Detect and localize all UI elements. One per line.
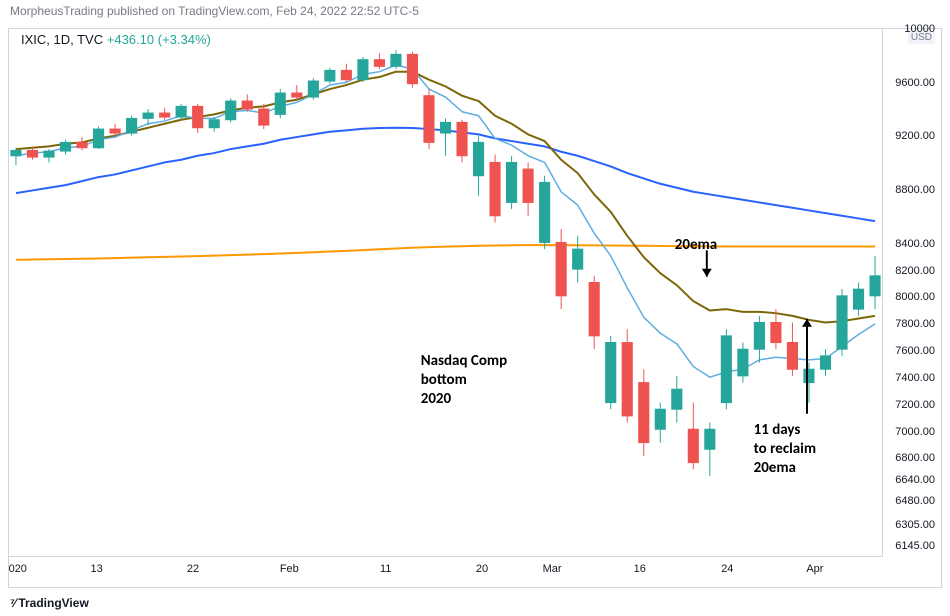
chart-plot-area[interactable]: Nasdaq Comp bottom 2020 11 days to reclai… [9, 29, 883, 557]
ticker: IXIC, 1D, TVC [21, 32, 103, 47]
y-axis-label: 10000 [904, 23, 935, 35]
y-axis-label: 8200.00 [895, 265, 935, 277]
change-pct: (+3.34%) [158, 32, 211, 47]
y-axis-label: 7600.00 [895, 345, 935, 357]
publish-header: MorpheusTrading published on TradingView… [0, 0, 950, 22]
x-axis-label: 22 [187, 563, 199, 575]
y-axis-label: 7200.00 [895, 399, 935, 411]
x-axis-label: 24 [721, 563, 733, 575]
x-axis-label: Feb [280, 563, 299, 575]
change-value: +436.10 [107, 32, 154, 47]
y-axis-label: 6640.00 [895, 474, 935, 486]
x-axis-label: 20 [476, 563, 488, 575]
chart-annotation: 11 days to reclaim 20ema [754, 421, 816, 477]
y-axis-label: 7400.00 [895, 372, 935, 384]
symbol-info: IXIC, 1D, TVC +436.10 (+3.34%) [11, 32, 221, 51]
x-axis-label: 13 [90, 563, 102, 575]
x-axis-label: Mar [543, 563, 562, 575]
y-axis: USD 100009600.009200.008800.008400.00820… [883, 29, 941, 557]
publish-text: MorpheusTrading published on TradingView… [10, 4, 419, 18]
chart-svg [9, 29, 882, 556]
x-axis-label: 11 [380, 563, 391, 575]
y-axis-label: 6305.00 [895, 519, 935, 531]
tradingview-icon: ⁷⁄ [10, 596, 15, 610]
y-axis-label: 8400.00 [895, 238, 935, 250]
y-axis-label: 9600.00 [895, 77, 935, 89]
x-axis: 020 13 22 Feb 11 20 Mar 16 24 Apr [9, 557, 883, 587]
x-axis-label: 16 [634, 563, 646, 575]
y-axis-label: 8000.00 [895, 291, 935, 303]
x-axis-label: 020 [9, 563, 27, 575]
brand-text: TradingView [18, 596, 88, 610]
y-axis-label: 8800.00 [895, 184, 935, 196]
y-axis-label: 7000.00 [895, 426, 935, 438]
footer-brand: ⁷⁄ TradingView [10, 596, 89, 610]
y-axis-label: 9200.00 [895, 130, 935, 142]
chart-annotation: Nasdaq Comp bottom 2020 [421, 352, 507, 408]
chart-container: IXIC, 1D, TVC +436.10 (+3.34%) Nasdaq Co… [8, 28, 942, 588]
x-axis-label: Apr [806, 563, 823, 575]
y-axis-label: 7800.00 [895, 318, 935, 330]
chart-annotation: 20ema [675, 236, 717, 255]
y-axis-label: 6480.00 [895, 495, 935, 507]
y-axis-label: 6800.00 [895, 452, 935, 464]
y-axis-label: 6145.00 [895, 540, 935, 552]
